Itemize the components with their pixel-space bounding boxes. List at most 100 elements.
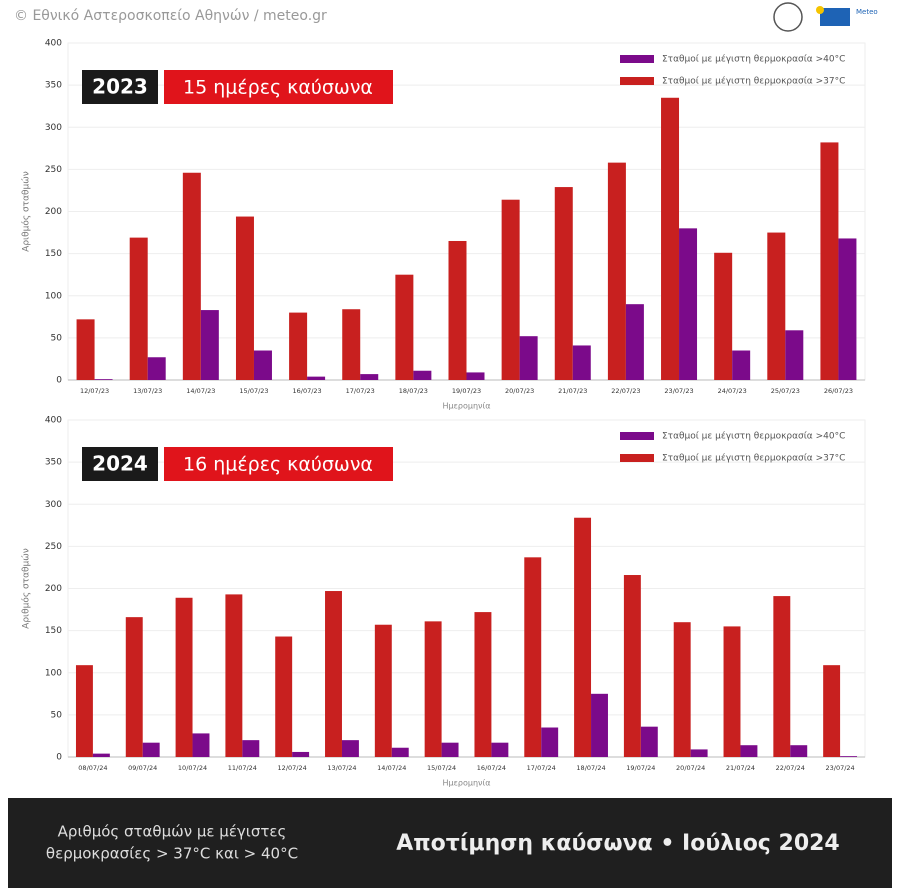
y-tick-label: 250	[45, 165, 62, 175]
bar	[840, 756, 858, 757]
x-tick-label: 09/07/24	[128, 764, 157, 772]
bar	[395, 274, 414, 380]
bar	[625, 304, 644, 380]
bar	[773, 596, 791, 757]
y-tick-label: 50	[51, 333, 63, 343]
x-tick-label: 21/07/24	[726, 764, 755, 772]
x-tick-label: 23/07/24	[825, 764, 854, 772]
bar	[292, 751, 310, 757]
bar	[307, 376, 326, 380]
legend-swatch	[620, 454, 654, 462]
bar	[591, 693, 608, 757]
bar	[147, 357, 166, 380]
y-tick-label: 150	[45, 249, 62, 259]
x-tick-label: 20/07/23	[505, 387, 534, 395]
x-tick-label: 19/07/24	[626, 764, 655, 772]
footer-title: Αποτίμηση καύσωνα • Ιούλιος 2024	[396, 831, 840, 856]
bar	[242, 740, 260, 757]
bar	[424, 621, 442, 757]
x-tick-label: 16/07/24	[477, 764, 506, 772]
bar	[225, 594, 243, 757]
bar	[374, 624, 392, 757]
bar	[182, 172, 201, 380]
bar	[767, 232, 786, 380]
bar	[441, 742, 459, 757]
x-tick-label: 26/07/23	[824, 387, 853, 395]
days-label: 16 ημέρες καύσωνα	[183, 454, 373, 476]
x-tick-label: 21/07/23	[558, 387, 587, 395]
x-tick-label: 13/07/23	[133, 387, 162, 395]
x-tick-label: 20/07/24	[676, 764, 705, 772]
x-tick-label: 13/07/24	[327, 764, 356, 772]
y-tick-label: 350	[45, 458, 62, 468]
x-tick-label: 10/07/24	[178, 764, 207, 772]
legend-swatch	[620, 77, 654, 85]
y-tick-label: 400	[45, 416, 62, 426]
x-tick-label: 23/07/23	[664, 387, 693, 395]
meteo-logo-text: Meteo	[856, 8, 878, 16]
bar	[253, 350, 272, 380]
bar	[76, 319, 95, 380]
y-tick-label: 100	[45, 291, 62, 301]
bar	[838, 238, 857, 380]
year-label: 2023	[92, 75, 148, 99]
x-tick-label: 11/07/24	[228, 764, 257, 772]
y-tick-label: 250	[45, 542, 62, 552]
bar	[275, 636, 293, 757]
y-tick-label: 200	[45, 584, 62, 594]
x-tick-label: 22/07/24	[776, 764, 805, 772]
bar	[661, 97, 680, 380]
x-tick-label: 16/07/23	[292, 387, 321, 395]
bar	[572, 345, 591, 380]
bar	[142, 742, 160, 757]
legend-label: Σταθμοί με μέγιστη θερμοκρασία >37°C	[662, 453, 845, 464]
bar	[740, 745, 758, 757]
bar	[92, 753, 110, 757]
bar	[200, 310, 219, 380]
bar	[790, 745, 808, 757]
days-badge	[164, 447, 393, 481]
bar	[732, 350, 751, 380]
year-badge	[82, 447, 158, 481]
x-tick-label: 14/07/23	[186, 387, 215, 395]
x-tick-label: 18/07/23	[399, 387, 428, 395]
bar	[129, 237, 148, 380]
y-tick-label: 300	[45, 123, 62, 133]
y-tick-label: 150	[45, 626, 62, 636]
bar	[524, 557, 542, 757]
bar	[820, 142, 839, 380]
bar	[342, 309, 361, 380]
credit: © Εθνικό Αστεροσκοπείο Αθηνών / meteo.gr	[14, 8, 327, 24]
y-tick-label: 200	[45, 207, 62, 217]
bar	[823, 665, 841, 757]
legend-label: Σταθμοί με μέγιστη θερμοκρασία >40°C	[662, 54, 845, 65]
x-tick-label: 25/07/23	[771, 387, 800, 395]
bar	[391, 747, 409, 757]
year-label: 2024	[92, 452, 148, 476]
bar	[75, 665, 93, 757]
x-tick-label: 17/07/24	[527, 764, 556, 772]
bar	[640, 726, 658, 757]
x-tick-label: 19/07/23	[452, 387, 481, 395]
x-tick-label: 14/07/24	[377, 764, 406, 772]
y-tick-label: 100	[45, 668, 62, 678]
footer-caption: Αριθμός σταθμών με μέγιστες	[58, 823, 287, 841]
x-tick-label: 22/07/23	[611, 387, 640, 395]
bar	[175, 597, 193, 757]
y-tick-label: 400	[45, 39, 62, 49]
legend-swatch	[620, 432, 654, 440]
bar	[673, 622, 691, 757]
bar	[607, 162, 626, 380]
footer	[8, 798, 892, 888]
bar	[474, 612, 492, 757]
x-axis-label: Ημερομηνία	[442, 779, 490, 788]
bar	[519, 336, 538, 380]
bar	[623, 575, 641, 757]
bar	[501, 199, 520, 380]
legend-label: Σταθμοί με μέγιστη θερμοκρασία >40°C	[662, 431, 845, 442]
year-badge	[82, 70, 158, 104]
bar	[554, 187, 573, 380]
bar	[723, 626, 741, 757]
bar	[448, 240, 467, 380]
